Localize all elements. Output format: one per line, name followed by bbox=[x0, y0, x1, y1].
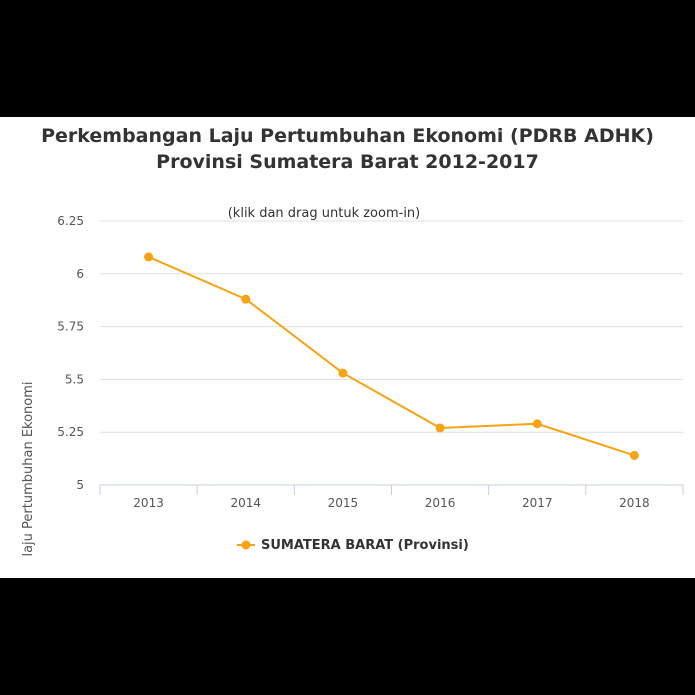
chart-title-line-2: Provinsi Sumatera Barat 2012-2017 bbox=[156, 151, 539, 173]
data-point[interactable] bbox=[435, 423, 445, 433]
series-layer[interactable] bbox=[144, 252, 639, 460]
data-point[interactable] bbox=[241, 294, 251, 304]
y-tick-label: 5.5 bbox=[65, 372, 84, 386]
y-tick-label: 6 bbox=[76, 267, 84, 281]
legend-marker-icon bbox=[241, 540, 251, 550]
series-line[interactable] bbox=[148, 255, 635, 457]
y-tick-label: 5 bbox=[76, 478, 84, 492]
x-tick-label: 2016 bbox=[425, 496, 456, 510]
y-tick-label: 5.75 bbox=[57, 320, 84, 334]
x-tick-label: 2013 bbox=[133, 496, 164, 510]
chart-title-line-1: Perkembangan Laju Pertumbuhan Ekonomi (P… bbox=[41, 125, 654, 147]
x-tick-label: 2018 bbox=[619, 496, 650, 510]
data-point[interactable] bbox=[629, 450, 639, 460]
data-point[interactable] bbox=[532, 419, 542, 429]
data-point[interactable] bbox=[338, 368, 348, 378]
y-tick-label: 6.25 bbox=[57, 214, 84, 228]
x-axis: 2013 2014 2015 2016 2017 2018 bbox=[99, 484, 684, 510]
y-tick-labels: 5 5.25 5.5 5.75 6 6.25 bbox=[57, 214, 84, 492]
y-axis-title: laju Pertumbuhan Ekonomi bbox=[21, 381, 36, 556]
chart-panel: Perkembangan Laju Pertumbuhan Ekonomi (P… bbox=[0, 117, 695, 578]
x-tick-label: 2014 bbox=[230, 496, 261, 510]
legend-label[interactable]: SUMATERA BARAT (Provinsi) bbox=[261, 538, 469, 553]
legend[interactable]: SUMATERA BARAT (Provinsi) bbox=[237, 538, 469, 553]
gridlines bbox=[100, 220, 683, 433]
y-tick-label: 5.25 bbox=[57, 425, 84, 439]
zoom-hint: (klik dan drag untuk zoom-in) bbox=[228, 206, 421, 221]
x-tick-label: 2017 bbox=[522, 496, 553, 510]
data-point[interactable] bbox=[144, 252, 154, 262]
x-tick-label: 2015 bbox=[328, 496, 359, 510]
chart-title: Perkembangan Laju Pertumbuhan Ekonomi (P… bbox=[0, 123, 695, 175]
